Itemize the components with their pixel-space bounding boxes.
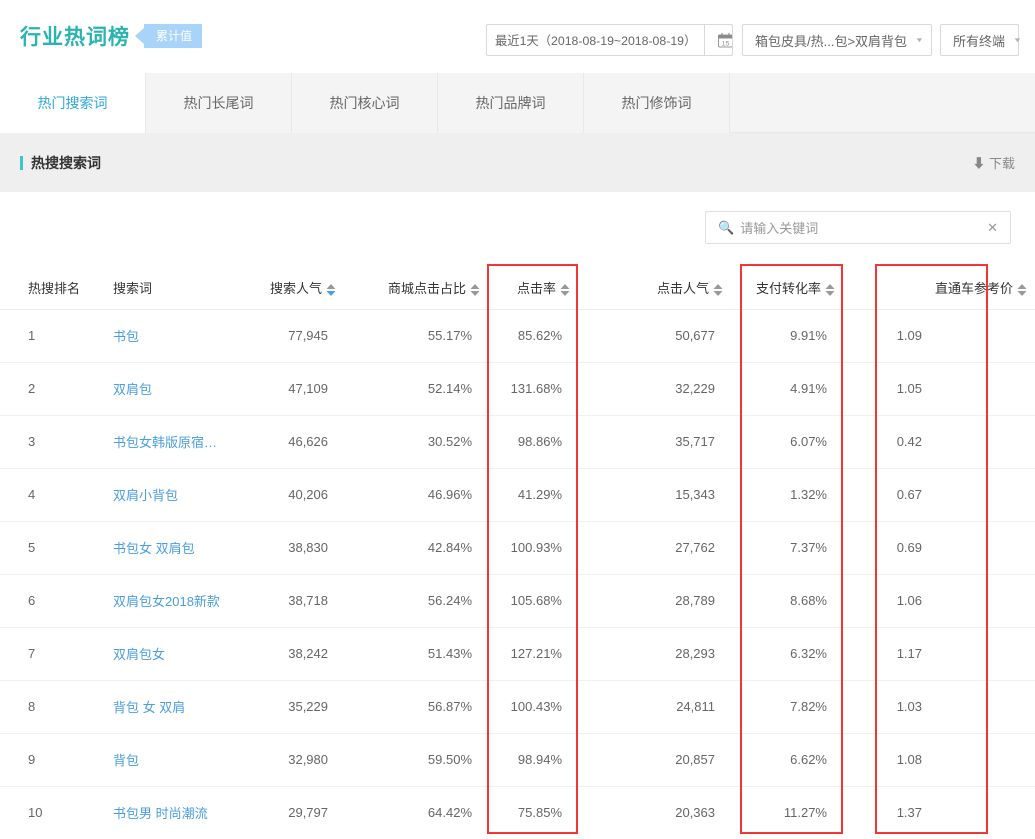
svg-text:15: 15 <box>722 40 730 47</box>
